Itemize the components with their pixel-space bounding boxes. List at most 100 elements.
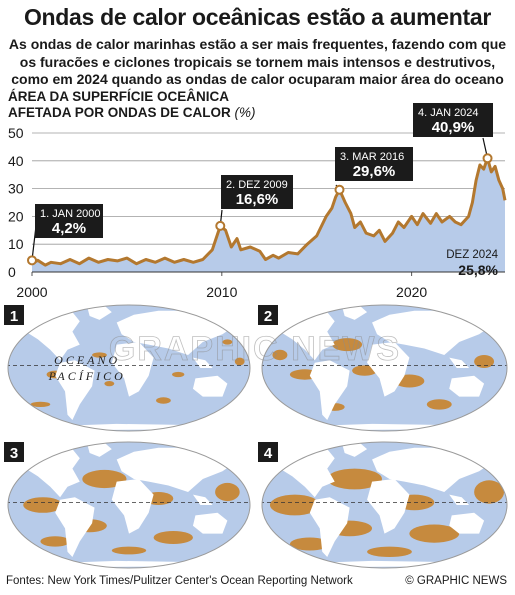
continent xyxy=(449,513,484,534)
panel-number-box xyxy=(4,442,24,462)
heatwave-patch xyxy=(327,468,383,490)
heatwave-patch xyxy=(474,480,505,504)
y-tick-label: 50 xyxy=(8,125,24,141)
panel-number: 1 xyxy=(10,308,18,325)
heatwave-patch xyxy=(272,349,288,361)
annotation-box xyxy=(221,175,293,209)
annotation-marker xyxy=(27,255,37,266)
heatwave-patch xyxy=(394,494,435,511)
ocean xyxy=(8,305,250,431)
map-panel: 1 OCEANO PACÍFICO xyxy=(4,304,251,432)
x-tick-label: 2010 xyxy=(206,284,237,300)
continent xyxy=(87,306,112,320)
subtitle: As ondas de calor marinhas estão a ser m… xyxy=(4,36,511,89)
annotation-date: DEZ 2024 xyxy=(446,249,498,261)
continent xyxy=(367,479,409,534)
sources: Fontes: New York Times/Pulitzer Center's… xyxy=(6,575,353,587)
continent xyxy=(372,311,497,355)
continent xyxy=(117,448,240,492)
continent xyxy=(87,443,112,457)
annotation-date: 1. JAN 2000 xyxy=(40,208,101,220)
continent xyxy=(36,561,223,568)
heatwave-patch xyxy=(156,397,171,404)
panel-number: 3 xyxy=(10,445,18,462)
annotation-date: 3. MAR 2016 xyxy=(340,151,404,163)
continent xyxy=(193,513,227,534)
heatwave-patch xyxy=(474,355,495,368)
heatwave-patch xyxy=(222,339,233,345)
heatwave-patch xyxy=(409,524,460,543)
y-tick-label: 30 xyxy=(8,181,24,197)
heatwave-patch xyxy=(82,469,127,489)
ocean-label: PACÍFICO xyxy=(48,369,126,383)
ocean xyxy=(262,442,507,568)
annotation-marker xyxy=(334,184,345,195)
series-line xyxy=(31,156,507,267)
annotation-value: 16,6% xyxy=(236,191,279,208)
y-axis-unit: (%) xyxy=(234,105,256,120)
annotation-box xyxy=(335,147,413,181)
continent xyxy=(36,424,223,430)
ocean-label: OCEANO xyxy=(54,353,120,367)
heatwave-patch xyxy=(327,520,373,537)
heatwave-patch xyxy=(289,537,330,551)
heatwave-patch xyxy=(104,381,115,387)
heatwave-patch xyxy=(394,374,425,388)
continent xyxy=(449,358,469,368)
heatwave-patch xyxy=(72,519,107,533)
continent xyxy=(449,376,484,397)
heatwave-patch xyxy=(46,370,64,379)
heatwave-patch xyxy=(234,357,245,366)
heatwave-patch xyxy=(215,482,240,502)
panel-number-box xyxy=(258,442,278,462)
annotation-marker xyxy=(215,220,226,231)
map-panel: 3 xyxy=(4,441,251,569)
y-tick-label: 40 xyxy=(8,153,24,169)
continent xyxy=(270,448,335,497)
continent xyxy=(310,360,350,420)
heatwave-patch xyxy=(40,536,70,547)
continent xyxy=(342,306,367,320)
continent xyxy=(310,497,350,557)
continent xyxy=(290,424,479,430)
annotation-date: 2. DEZ 2009 xyxy=(226,179,288,191)
continent xyxy=(372,448,497,492)
ocean xyxy=(8,442,250,568)
heatwave-patch xyxy=(92,352,107,358)
subtitle-line: como em 2024 quando as ondas de calor oc… xyxy=(11,71,504,87)
page-title: Ondas de calor oceânicas estão a aumenta… xyxy=(23,4,492,30)
heatwave-patch xyxy=(143,492,174,505)
watermark: GRAPHIC NEWS xyxy=(109,330,401,368)
y-tick-label: 10 xyxy=(8,236,24,252)
continent xyxy=(270,311,335,360)
y-tick-label: 20 xyxy=(8,208,24,224)
y-axis-label-line: ÁREA DA SUPERFÍCIE OCEÂNICA xyxy=(8,89,230,104)
map-outline xyxy=(261,441,508,569)
heatwave-patch xyxy=(289,369,320,380)
x-tick-label: 2000 xyxy=(16,284,47,300)
continent xyxy=(367,342,409,397)
y-axis-label: ÁREA DA SUPERFÍCIE OCEÂNICA AFETADA POR … xyxy=(8,89,308,121)
continent xyxy=(112,342,154,397)
map-outline xyxy=(7,441,251,569)
heatwave-patch xyxy=(324,403,345,411)
map-outline xyxy=(261,304,508,432)
annotation-box xyxy=(35,204,103,238)
map-outline xyxy=(7,304,251,432)
map-panel: 2 xyxy=(258,304,508,432)
annotation-date: 4. JAN 2024 xyxy=(418,107,479,119)
continent xyxy=(112,479,154,534)
credit: © GRAPHIC NEWS xyxy=(405,575,507,587)
annotation-value: 29,6% xyxy=(353,163,396,180)
heatwave-patch xyxy=(23,497,63,513)
continent xyxy=(193,376,227,397)
heatwave-patch xyxy=(367,546,412,557)
heatwave-patch xyxy=(172,371,185,378)
continent xyxy=(16,448,80,497)
heatwave-patch xyxy=(352,365,378,376)
panel-number-box xyxy=(258,305,278,325)
heatwave-patch xyxy=(153,531,193,544)
heatwave-patch xyxy=(30,401,51,407)
continent xyxy=(117,311,240,355)
continent xyxy=(193,358,213,368)
